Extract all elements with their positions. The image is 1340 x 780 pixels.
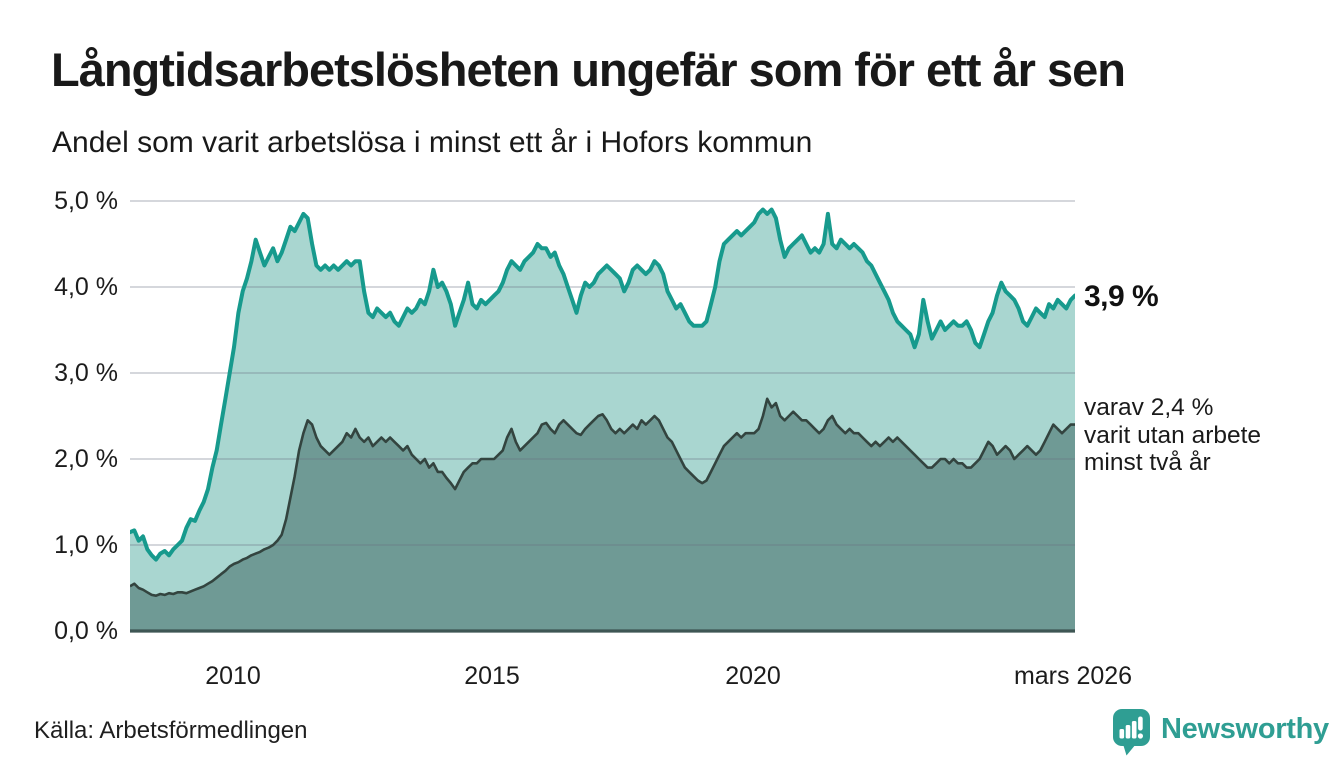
- chart-subtitle: Andel som varit arbetslösa i minst ett å…: [52, 126, 813, 159]
- x-tick-2015: 2015: [464, 662, 520, 690]
- logo-bar-medium: [1125, 725, 1131, 739]
- x-tick-2020: 2020: [725, 662, 781, 690]
- newsworthy-logo: Newsworthy: [1112, 708, 1329, 756]
- y-tick-3: 3,0 %: [54, 359, 118, 387]
- end-label-two-years-line3: minst två år: [1084, 449, 1211, 476]
- logo-exclamation-dot: [1137, 733, 1143, 739]
- y-tick-4: 4,0 %: [54, 273, 118, 301]
- newsworthy-logo-text: Newsworthy: [1161, 713, 1329, 745]
- logo-bar-large: [1131, 721, 1137, 739]
- end-label-two-years-line2: varit utan arbete: [1084, 421, 1262, 449]
- y-tick-2: 2,0 %: [54, 445, 118, 473]
- end-label-two-years-line1: varav 2,4 %: [1084, 394, 1214, 421]
- newsworthy-logo-icon: [1113, 709, 1150, 756]
- end-label-two-years: varav 2,4 % varit utan arbete minst två …: [1084, 394, 1261, 477]
- area-chart: [130, 200, 1075, 633]
- x-tick-mars-2026: mars 2026: [1013, 662, 1133, 690]
- x-tick-2010: 2010: [205, 662, 261, 690]
- y-tick-5: 5,0 %: [54, 187, 118, 215]
- area-fill-two-years: [130, 398, 1075, 631]
- source-note: Källa: Arbetsförmedlingen: [34, 717, 308, 744]
- y-tick-0: 0,0 %: [54, 617, 118, 645]
- line-one-year: [130, 207, 1075, 562]
- y-tick-1: 1,0 %: [54, 531, 118, 559]
- logo-exclamation-bar: [1138, 716, 1143, 731]
- chart-title: Långtidsarbetslösheten ungefär som för e…: [51, 43, 1126, 96]
- end-label-one-year: 3,9 %: [1084, 280, 1159, 313]
- line-two-years: [130, 397, 1075, 597]
- logo-bar-small: [1119, 729, 1125, 739]
